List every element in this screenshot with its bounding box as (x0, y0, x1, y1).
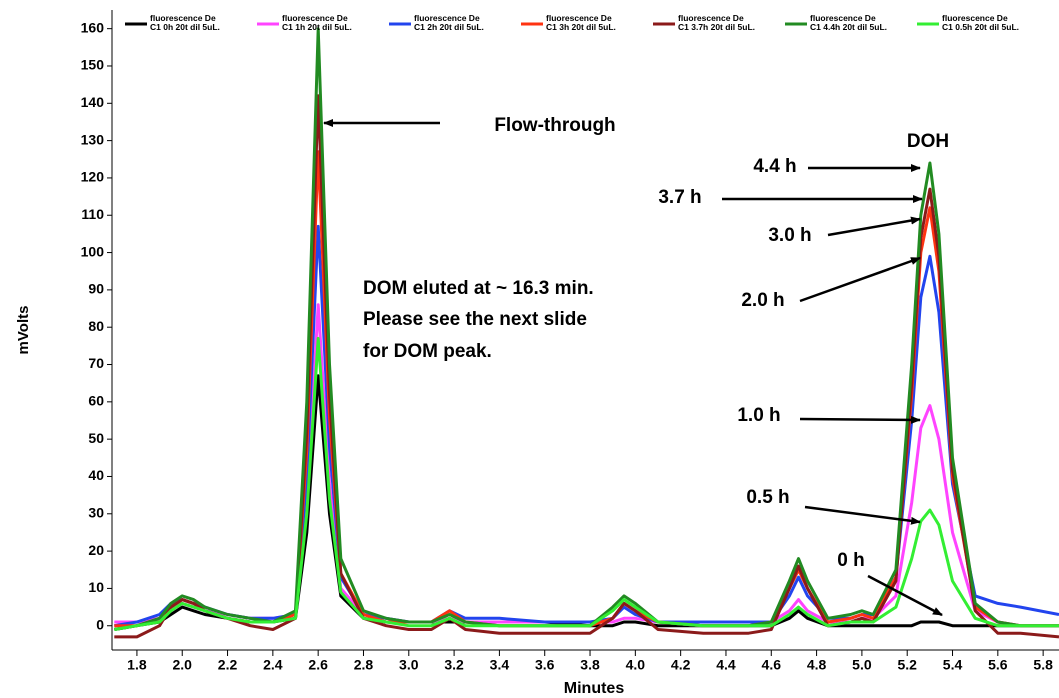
x-tick-label: 4.4 (716, 657, 736, 673)
annotation: 1.0 h (737, 405, 780, 426)
y-axis-label: mVolts (15, 306, 32, 355)
x-tick-label: 5.2 (897, 657, 917, 673)
annotation: Flow-through (494, 115, 615, 136)
x-axis-label: Minutes (564, 680, 625, 697)
y-tick-label: 160 (81, 19, 105, 35)
series-line (114, 94, 1059, 639)
x-tick-label: 1.8 (127, 657, 147, 673)
y-tick-label: 40 (88, 467, 104, 483)
annotation: 0 h (837, 550, 864, 571)
y-tick-label: 0 (96, 616, 104, 632)
y-tick-label: 50 (88, 430, 104, 446)
y-tick-label: 10 (88, 579, 104, 595)
annotation-arrow (867, 574, 943, 617)
y-tick-label: 120 (81, 169, 105, 185)
y-tick-label: 90 (88, 281, 104, 297)
legend-label: fluorescence De C1 1h 20t dil 5uL. (282, 13, 352, 32)
annotation: DOH (907, 131, 949, 152)
x-tick-label: 3.4 (490, 657, 510, 673)
x-tick-label: 4.8 (807, 657, 827, 673)
y-tick-label: 60 (88, 393, 104, 409)
x-tick-label: 5.4 (943, 657, 963, 673)
y-tick-label: 150 (81, 57, 105, 73)
y-tick-label: 100 (81, 243, 105, 259)
series-line (114, 150, 1059, 628)
annotation: 0.5 h (746, 487, 789, 508)
x-tick-label: 4.2 (671, 657, 691, 673)
annotation: for DOM peak. (363, 341, 492, 362)
annotation: 3.0 h (768, 225, 811, 246)
x-tick-label: 5.8 (1033, 657, 1053, 673)
annotation: 2.0 h (741, 290, 784, 311)
y-tick-label: 140 (81, 94, 105, 110)
x-tick-label: 2.0 (172, 657, 192, 673)
x-tick-label: 2.2 (218, 657, 238, 673)
legend-label: fluorescence De C1 3h 20t dil 5uL. (546, 13, 616, 32)
series-line (114, 336, 1059, 631)
x-tick-label: 3.2 (444, 657, 464, 673)
series-line (114, 374, 1059, 631)
annotation: 4.4 h (753, 156, 796, 177)
x-tick-label: 2.8 (354, 657, 374, 673)
x-tick-label: 2.4 (263, 657, 283, 673)
x-tick-label: 3.6 (535, 657, 555, 673)
y-tick-label: 70 (88, 355, 104, 371)
legend-label: fluorescence De C1 2h 20t dil 5uL. (414, 13, 484, 32)
x-tick-label: 5.6 (988, 657, 1008, 673)
legend-label: fluorescence De C1 0h 20t dil 5uL. (150, 13, 220, 32)
annotation: 3.7 h (658, 187, 701, 208)
y-tick-label: 80 (88, 318, 104, 334)
legend-label: fluorescence De C1 3.7h 20t dil 5uL. (678, 13, 755, 32)
x-tick-label: 4.0 (626, 657, 646, 673)
y-tick-label: 110 (81, 206, 104, 222)
x-tick-label: 5.0 (852, 657, 872, 673)
series-line (114, 27, 1059, 631)
x-tick-label: 3.8 (580, 657, 600, 673)
y-tick-label: 130 (81, 131, 105, 147)
x-tick-label: 2.6 (308, 657, 328, 673)
legend-label: fluorescence De C1 0.5h 20t dil 5uL. (942, 13, 1019, 32)
y-tick-label: 30 (88, 504, 104, 520)
plot-lines (114, 27, 1059, 639)
annotation-arrow (799, 256, 921, 303)
annotation: DOM eluted at ~ 16.3 min. (363, 278, 594, 299)
legend-label: fluorescence De C1 4.4h 20t dil 5uL. (810, 13, 887, 32)
y-tick-label: 20 (88, 542, 104, 558)
annotation-arrow (804, 505, 921, 525)
x-tick-label: 4.6 (762, 657, 782, 673)
annotation-arrow (799, 415, 921, 424)
annotation: Please see the next slide (363, 309, 587, 330)
x-tick-label: 3.0 (399, 657, 419, 673)
annotation-arrow (827, 216, 921, 237)
